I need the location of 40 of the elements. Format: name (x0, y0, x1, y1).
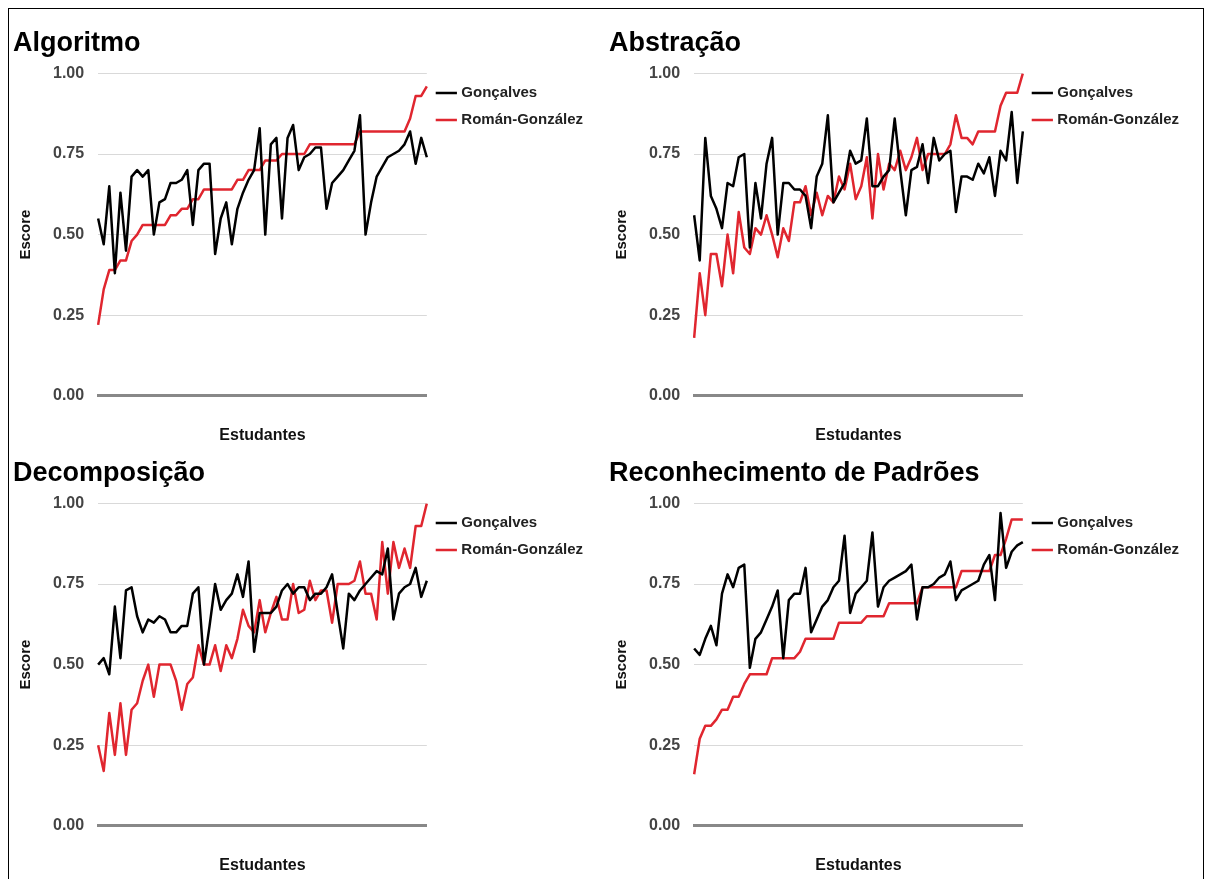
legend-label: Gonçalves (1057, 513, 1134, 531)
y-tick-label: 0.25 (53, 735, 85, 753)
y-tick-label: 1.00 (649, 493, 681, 511)
chart-title: Decomposição (13, 456, 206, 487)
legend-label: Román-González (461, 110, 584, 128)
y-axis-title: Escore (16, 639, 34, 690)
y-tick-label: 1.00 (649, 63, 681, 81)
y-tick-label: 1.00 (53, 493, 85, 511)
legend-label: Román-González (461, 540, 584, 558)
y-tick-label: 0.25 (649, 735, 681, 753)
y-tick-label: 0.00 (649, 816, 681, 834)
y-tick-label: 0.75 (53, 144, 85, 162)
y-tick-label: 0.50 (53, 655, 85, 673)
y-tick-label: 0.75 (649, 574, 681, 592)
y-tick-label: 0.75 (53, 574, 85, 592)
y-tick-label: 0.50 (649, 655, 681, 673)
legend-label: Gonçalves (461, 83, 538, 101)
x-axis-title: Estudantes (815, 425, 902, 443)
legend-label: Román-González (1057, 110, 1180, 128)
y-tick-label: 0.75 (649, 144, 681, 162)
x-axis-title: Estudantes (219, 855, 306, 873)
legend-label: Gonçalves (461, 513, 538, 531)
y-axis-title: Escore (612, 209, 630, 260)
y-axis-title: Escore (16, 209, 34, 260)
x-axis-title: Estudantes (219, 425, 306, 443)
y-tick-label: 0.50 (53, 225, 85, 243)
chart-title: Reconhecimento de Padrões (609, 456, 980, 487)
x-axis-title: Estudantes (815, 855, 902, 873)
y-tick-label: 0.25 (649, 305, 681, 323)
y-tick-label: 0.50 (649, 225, 681, 243)
y-tick-label: 0.00 (53, 816, 85, 834)
y-axis-title: Escore (612, 639, 630, 690)
chart-title: Algoritmo (13, 26, 141, 57)
y-tick-label: 0.25 (53, 305, 85, 323)
y-tick-label: 0.00 (53, 386, 85, 404)
chart-title: Abstração (609, 26, 742, 57)
y-tick-label: 0.00 (649, 386, 681, 404)
legend-label: Gonçalves (1057, 83, 1134, 101)
y-tick-label: 1.00 (53, 63, 85, 81)
legend-label: Román-González (1057, 540, 1180, 558)
